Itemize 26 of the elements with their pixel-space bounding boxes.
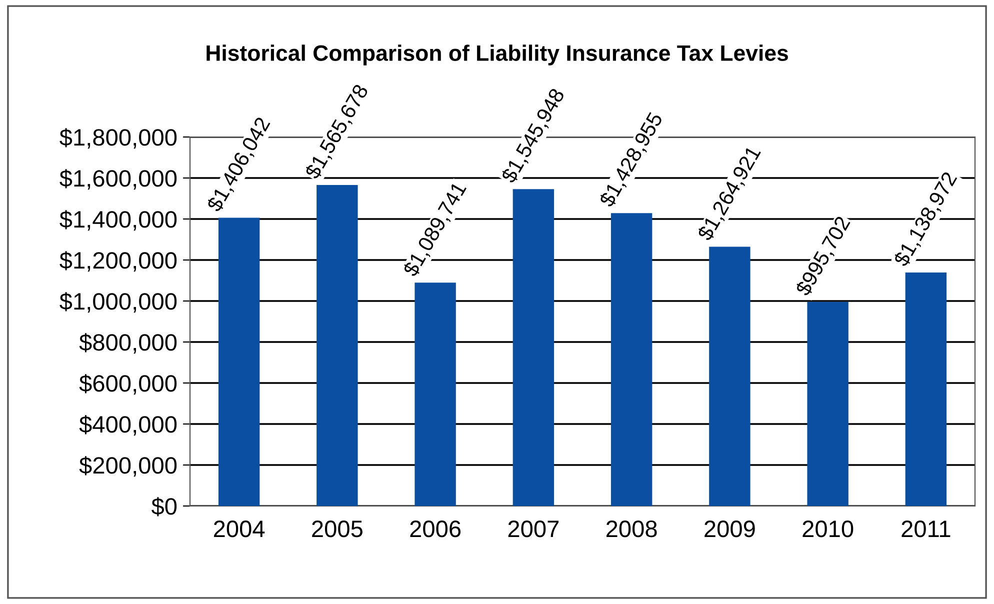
bar	[414, 282, 456, 506]
y-tick-label: $1,400,000	[60, 210, 177, 231]
y-tick-label: $1,600,000	[60, 169, 177, 190]
y-tick-label: $1,800,000	[60, 128, 177, 149]
bar	[218, 218, 260, 506]
x-tick-label: 2006	[410, 520, 461, 538]
bar	[512, 189, 554, 506]
x-tick-label: 2011	[902, 520, 950, 538]
y-tick-label: $200,000	[79, 456, 177, 477]
x-tick-label: 2010	[802, 520, 854, 538]
x-tick-label: 2007	[508, 520, 559, 538]
y-tick-label: $600,000	[79, 374, 177, 395]
x-tick-label: 2009	[704, 520, 755, 538]
bar	[316, 185, 358, 506]
chart-title: Historical Comparison of Liability Insurance Tax Levies	[206, 44, 788, 66]
bar	[709, 246, 750, 506]
bar	[610, 213, 652, 506]
y-tick-label: $1,200,000	[60, 251, 177, 272]
y-tick-label: $0	[151, 497, 177, 516]
y-tick-label: $400,000	[79, 415, 177, 436]
bar	[905, 272, 947, 506]
x-tick-label: 2004	[214, 520, 265, 538]
y-tick-label: $1,000,000	[60, 292, 177, 313]
y-tick-label: $800,000	[79, 333, 177, 354]
x-tick-label: 2005	[312, 520, 362, 538]
x-tick-label: 2008	[606, 520, 657, 538]
